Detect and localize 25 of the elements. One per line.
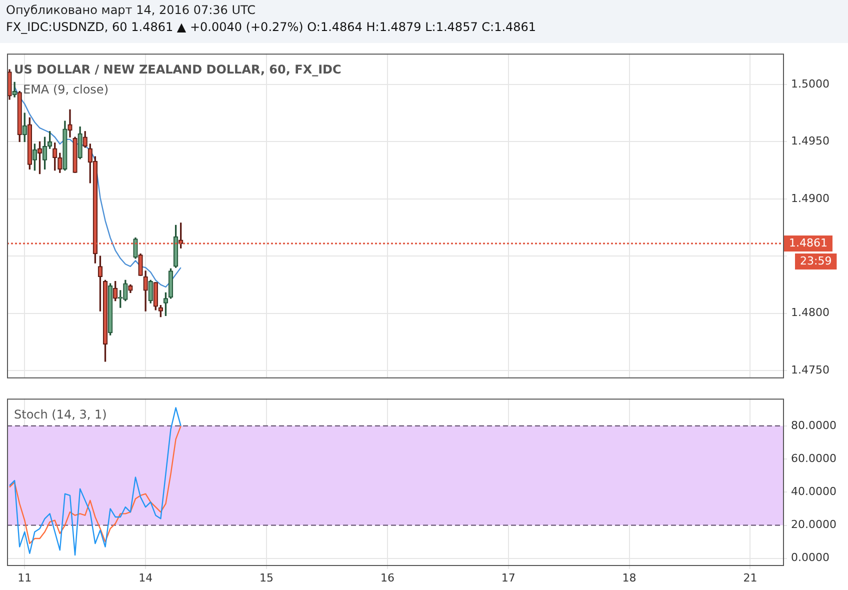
x-tick-label: 14 xyxy=(138,571,153,584)
y-tick-label: 1.4900 xyxy=(791,192,830,205)
text: US DOLLAR / NEW ZEALAND DOLLAR, 60, FX_IDC xyxy=(14,62,342,77)
text: Stoch (14, 3, 1) xyxy=(14,408,107,422)
y-tick-label: 20.0000 xyxy=(791,518,836,532)
text: 23:59 xyxy=(800,254,832,268)
y-tick-label: 1.5000 xyxy=(791,77,830,90)
x-tick-label: 18 xyxy=(622,571,636,584)
y-tick-label: 80.0000 xyxy=(791,418,836,432)
x-tick-label: 15 xyxy=(260,571,274,584)
text: Опубликовано март 14, 2016 07:36 UTC xyxy=(6,3,256,17)
x-tick-label: 11 xyxy=(18,571,32,584)
x-tick-label: 17 xyxy=(501,571,516,584)
y-tick-label: 1.4950 xyxy=(791,134,830,148)
y-tick-label: 0.0000 xyxy=(791,551,830,564)
y-tick-label: 1.4800 xyxy=(791,306,830,320)
chart-subtitle: FX_IDC:USDNZD, 60 1.4861 ▲ +0.0040 (+0.27%) O:1.4864 H:1.4879 L:1.4857 C:1.4861 xyxy=(6,20,536,34)
y-tick-label: 40.0000 xyxy=(791,485,836,498)
ref-line-label: 1.4861 xyxy=(789,236,828,250)
x-tick-label: 16 xyxy=(380,571,394,584)
candlestick xyxy=(68,109,72,138)
x-tick-label: 21 xyxy=(743,571,758,584)
y-tick-label: 1.4750 xyxy=(791,363,830,376)
y-tick-label: 60.0000 xyxy=(791,452,836,465)
series-label: EMA (9, close) xyxy=(23,82,108,97)
